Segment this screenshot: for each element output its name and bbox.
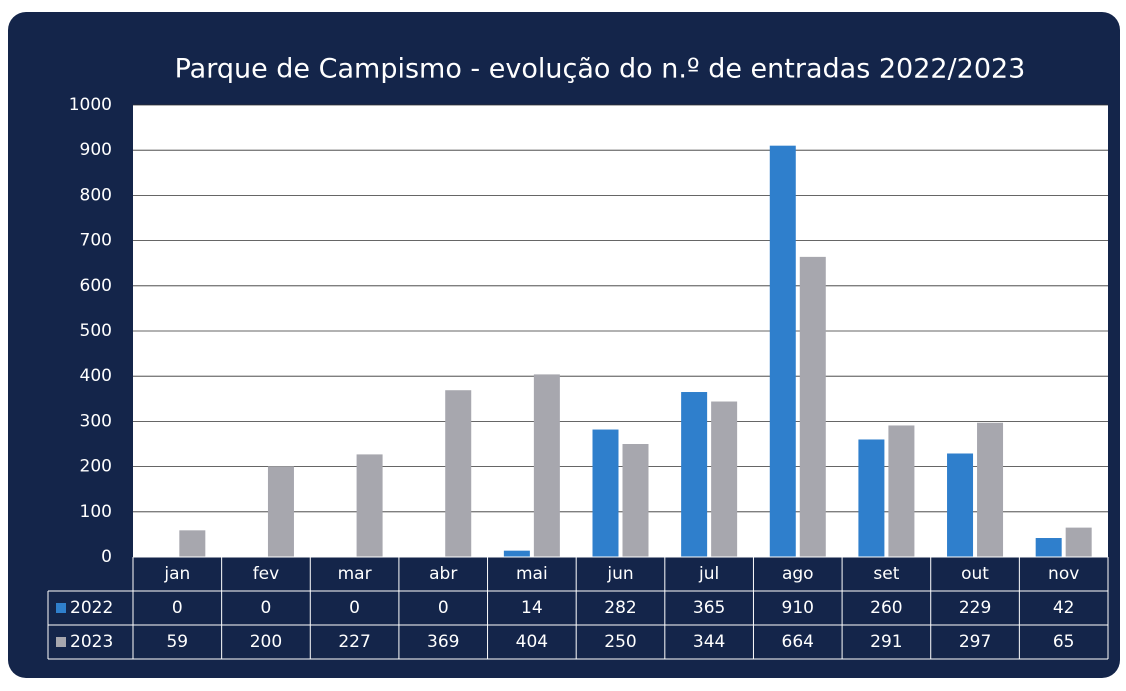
bar [179, 530, 206, 557]
table-cell: 227 [338, 632, 370, 652]
table-cell: 910 [782, 598, 814, 618]
y-tick-label: 600 [80, 276, 112, 296]
bar [503, 550, 530, 557]
y-tick-label: 900 [80, 140, 112, 160]
x-tick-label: jul [698, 564, 719, 584]
legend-label: 2022 [70, 598, 113, 618]
bar [858, 439, 885, 557]
table-cell: 229 [959, 598, 991, 618]
x-tick-label: fev [253, 564, 280, 584]
bar [592, 429, 619, 557]
bar [267, 466, 294, 557]
bar [947, 453, 974, 557]
bar [888, 425, 915, 557]
bar [356, 454, 383, 557]
y-tick-label: 200 [80, 457, 112, 477]
table-cell: 250 [604, 632, 636, 652]
y-tick-label: 500 [80, 321, 112, 341]
bar [1035, 538, 1062, 557]
legend-key [56, 603, 66, 613]
y-tick-label: 300 [80, 411, 112, 431]
y-tick-label: 100 [80, 502, 112, 522]
table-cell: 404 [516, 632, 548, 652]
table-cell: 65 [1053, 632, 1075, 652]
x-tick-label: mar [338, 564, 372, 584]
y-tick-label: 700 [80, 231, 112, 251]
bar [622, 444, 649, 557]
bar [1065, 527, 1092, 557]
table-cell: 42 [1053, 598, 1075, 618]
bar [799, 256, 826, 557]
table-cell: 291 [870, 632, 902, 652]
legend-label: 2023 [70, 632, 113, 652]
x-tick-label: jan [163, 564, 190, 584]
table-cell: 369 [427, 632, 459, 652]
table-cell: 0 [349, 598, 360, 618]
table-cell: 200 [250, 632, 282, 652]
y-tick-label: 800 [80, 185, 112, 205]
table-cell: 59 [166, 632, 188, 652]
table-cell: 0 [172, 598, 183, 618]
table-cell: 0 [261, 598, 272, 618]
table-cell: 0 [438, 598, 449, 618]
table-cell: 365 [693, 598, 725, 618]
x-tick-label: jun [606, 564, 633, 584]
y-tick-label: 0 [101, 547, 112, 567]
x-tick-label: abr [429, 564, 457, 584]
bar [977, 422, 1004, 557]
x-tick-label: set [873, 564, 899, 584]
table-cell: 344 [693, 632, 725, 652]
legend-key [56, 637, 66, 647]
x-tick-label: mai [516, 564, 548, 584]
table-cell: 14 [521, 598, 543, 618]
bar [711, 401, 738, 557]
x-tick-label: nov [1048, 564, 1079, 584]
bar [445, 390, 472, 557]
x-tick-label: out [961, 564, 989, 584]
bar [533, 374, 560, 557]
table-cell: 664 [782, 632, 814, 652]
table-cell: 282 [604, 598, 636, 618]
chart-title: Parque de Campismo - evolução do n.º de … [175, 54, 1026, 85]
bar [769, 145, 796, 557]
table-cell: 297 [959, 632, 991, 652]
x-tick-label: ago [782, 564, 814, 584]
y-tick-label: 400 [80, 366, 112, 386]
table-cell: 260 [870, 598, 902, 618]
y-tick-label: 1000 [69, 95, 112, 115]
bar [681, 392, 708, 557]
